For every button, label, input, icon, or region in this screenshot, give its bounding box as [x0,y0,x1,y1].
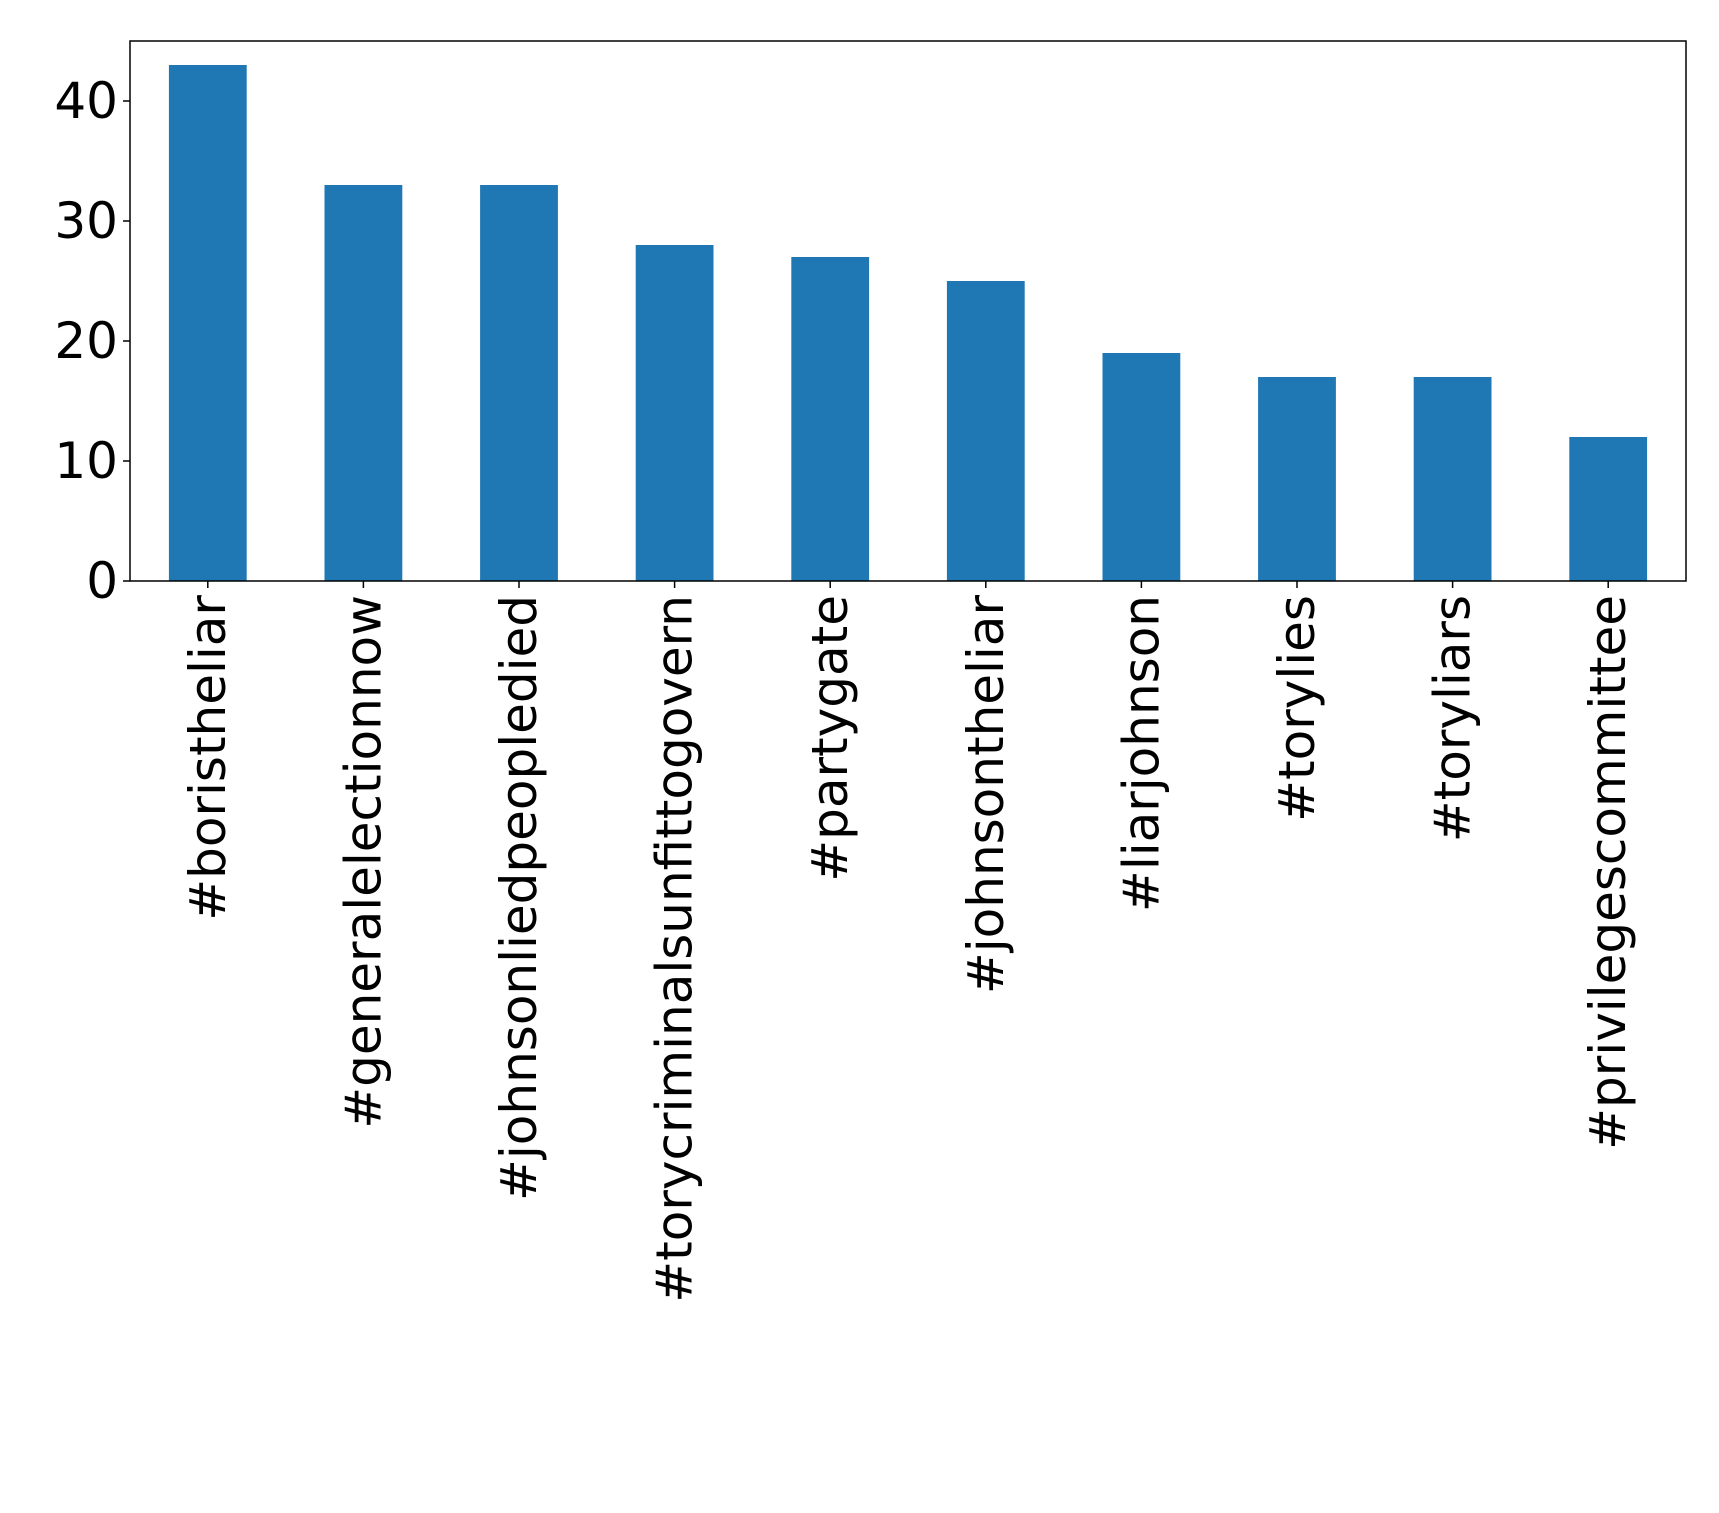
y-tick-label: 30 [54,192,118,250]
bar [791,257,870,581]
x-tick-label: #partygate [801,595,859,882]
bar [1413,377,1492,581]
bar [168,65,247,581]
bar [1102,353,1181,581]
x-tick-label: #generalelectionnow [334,595,392,1129]
bar [324,185,403,581]
axis-ticks [123,100,1609,588]
bars [168,65,1648,581]
bar [1258,377,1336,581]
tick-labels: #boristheliar #generalelectionnow #johnson… [54,72,1637,1303]
bar [1569,437,1648,581]
y-tick-label: 40 [54,72,118,130]
x-tick-label: #torylies [1268,595,1326,822]
plot-frame [129,40,1687,582]
bar [946,281,1025,581]
bar [480,185,558,581]
y-tick-label: 0 [86,552,118,610]
y-tick-label: 20 [54,312,118,370]
x-tick-label: #boristheliar [179,595,237,921]
x-tick-label: #johnsontheliar [957,595,1015,995]
x-tick-label: #johnsonliedpeopledied [490,595,548,1201]
y-tick-label: 10 [54,432,118,490]
bar [635,245,714,581]
x-tick-label: #privilegescommittee [1579,595,1637,1150]
x-tick-label: #torycriminalsunfittogovern [646,595,704,1303]
x-tick-label: #toryliars [1424,595,1482,842]
x-tick-label: #liarjohnson [1112,595,1170,912]
